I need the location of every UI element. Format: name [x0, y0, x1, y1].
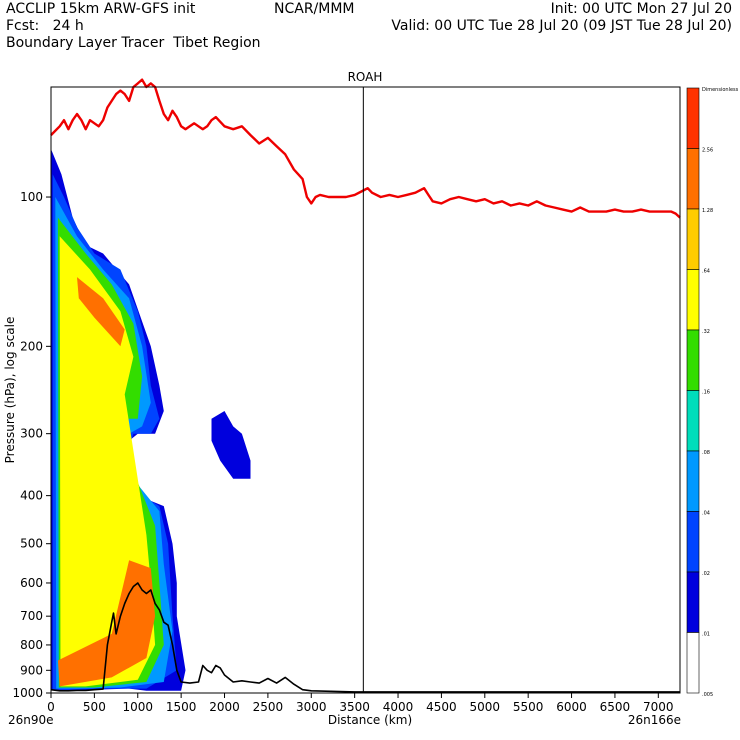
colorbar-swatch: [686, 632, 700, 694]
y-tick-label: 200: [20, 339, 43, 353]
x-tick-label: 1000: [122, 700, 153, 714]
x-tick-label: 5000: [470, 700, 501, 714]
x-endpoint-right: 26n166e: [628, 713, 681, 727]
header-line3-left: Boundary Layer Tracer Tibet Region: [6, 35, 261, 51]
y-tick-label: 600: [20, 576, 43, 590]
tracer-region-6: [77, 277, 125, 347]
header-line2-left: Fcst: 24 h: [6, 18, 84, 34]
colorbar-swatch: [686, 511, 700, 573]
tracer-region-1: [211, 411, 251, 479]
y-tick-label: 900: [20, 663, 43, 677]
x-tick-label: 3500: [339, 700, 370, 714]
x-tick-label: 2000: [209, 700, 240, 714]
x-tick-label: 3000: [296, 700, 327, 714]
header-line2-right: Valid: 00 UTC Tue 28 Jul 20 (09 JST Tue …: [391, 18, 732, 34]
x-tick-label: 6500: [600, 700, 631, 714]
header-line1-center: NCAR/MMM: [274, 1, 355, 17]
x-endpoint-left: 26n90e: [8, 713, 54, 727]
y-tick-label: 300: [20, 427, 43, 441]
y-tick-label: 500: [20, 537, 43, 551]
x-tick-label: 6000: [556, 700, 587, 714]
chart-lines: [50, 78, 681, 693]
x-tick-label: 0: [47, 700, 55, 714]
y-tick-label: 400: [20, 489, 43, 503]
x-tick-label: 4500: [426, 700, 457, 714]
colorbar-swatch: [686, 148, 700, 210]
colorbar-label: 2.56: [702, 148, 713, 154]
colorbar-label: Dimensionless: [702, 87, 739, 93]
colorbar-label: .01: [702, 632, 710, 638]
x-tick-label: 500: [83, 700, 106, 714]
colorbar-label: .64: [702, 269, 710, 275]
colorbar-swatch: [686, 208, 700, 270]
colorbar-swatch: [686, 450, 700, 512]
colorbar-label: 1.28: [702, 208, 713, 214]
colorbar-label: .02: [702, 571, 710, 577]
plot-frame: [50, 86, 681, 694]
colorbar: Dimensionless 2.56 1.28 .64 .32 .16 .08 .04 .02.…: [686, 87, 739, 698]
chart-title: ROAH: [348, 70, 383, 84]
colorbar-swatch: [686, 269, 700, 331]
header-line1-right: Init: 00 UTC Mon 27 Jul 20: [550, 1, 732, 17]
y-tick-label: 700: [20, 609, 43, 623]
colorbar-label: .04: [702, 511, 710, 517]
y-tick-label: 100: [20, 190, 43, 204]
tracer-regions: [51, 149, 251, 691]
x-axis-label: Distance (km): [328, 713, 412, 727]
colorbar-swatch: [686, 390, 700, 452]
x-tick-label: 1500: [166, 700, 197, 714]
colorbar-label: .32: [702, 329, 710, 335]
colorbar-label: .08: [702, 450, 710, 456]
axis-ticks: 0 500 1000 1500 2000 2500 3000 3500 4000 4500 5000…: [12, 190, 673, 714]
x-tick-label: 7000: [643, 700, 674, 714]
y-axis-label: Pressure (hPa), log scale: [3, 317, 17, 464]
colorbar-swatch: [686, 571, 700, 633]
x-tick-label: 4000: [383, 700, 414, 714]
colorbar-swatch: [686, 329, 700, 391]
y-tick-label: 800: [20, 638, 43, 652]
header-line1-left: ACCLIP 15km ARW-GFS init: [6, 1, 196, 17]
colorbar-label: .16: [702, 390, 710, 396]
colorbar-swatch: [686, 87, 700, 149]
colorbar-label: .005: [702, 692, 713, 698]
x-tick-label: 2500: [253, 700, 284, 714]
y-tick-label: 1000: [12, 686, 43, 700]
terrain-line: [50, 582, 680, 693]
tropopause-line: [50, 78, 681, 219]
x-tick-label: 5500: [513, 700, 544, 714]
